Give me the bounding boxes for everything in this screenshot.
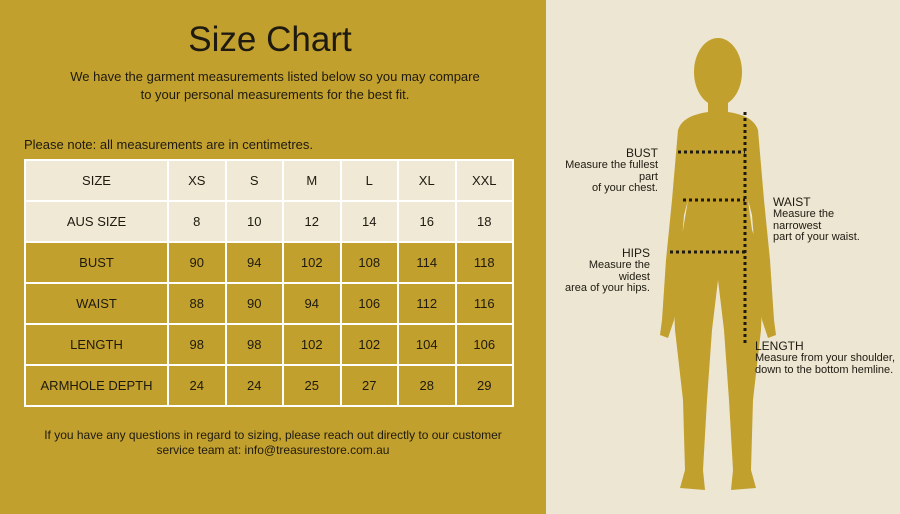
label-text: narrowest [773,219,822,232]
table-row: SIZE XS S M L XL XXL [24,159,514,202]
table-cell: 102 [282,241,342,284]
intro-line: to your personal measurements for the be… [140,87,410,102]
measure-lines [670,112,747,345]
label-text: Measure the [773,208,835,220]
table-cell: 16 [397,200,457,243]
table-cell: 98 [224,323,284,366]
table-cell: 106 [339,282,399,325]
table-cell: AUS SIZE [24,200,169,243]
table-row: LENGTH 98 98 102 102 104 106 [24,323,514,366]
table-cell: 116 [454,282,514,325]
table-cell: 12 [282,200,342,243]
table-cell: 118 [454,241,514,284]
title: Size Chart [188,20,352,59]
table-cell: 24 [167,364,227,407]
table-cell: 94 [282,282,342,325]
label-text: down to the bottom hemline. [755,363,894,376]
figure-label: BUST Measure the fullest part of your chest… [565,146,658,195]
label-text: Measure the fullest [565,159,658,171]
table-cell: 102 [339,323,399,366]
table-row: BUST 90 94 102 108 114 118 [24,241,514,284]
table-cell: 90 [224,282,284,325]
table-cell: 10 [224,200,284,243]
table-cell: BUST [24,241,169,284]
footer-line: If you have any questions in regard to s… [44,428,502,442]
table-cell: XXL [454,159,514,202]
figure-label: HIPS Measure the widest area of your hips. [565,246,650,295]
table-cell: 106 [454,323,514,366]
note: Please note: all measurements are in cen… [24,137,314,152]
label-text: Measure from your shoulder, [755,352,896,364]
table-cell: 98 [167,323,227,366]
table-cell: 29 [454,364,514,407]
table-cell: 8 [167,200,227,243]
figure-label: WAIST Measure the narrowest part of your wa… [773,195,860,244]
table-row: WAIST 88 90 94 106 112 116 [24,282,514,325]
table-cell: LENGTH [24,323,169,366]
table-cell: M [282,159,342,202]
table-cell: ARMHOLE DEPTH [24,364,169,407]
figure-label: LENGTH Measure from your shoulder, down to… [755,339,895,376]
table-cell: 108 [339,241,399,284]
table-row: AUS SIZE 8 10 12 14 16 18 [24,200,514,243]
table-cell: 14 [339,200,399,243]
table-cell: WAIST [24,282,169,325]
label-text: part [639,170,658,183]
label-text: of your chest. [591,182,658,194]
table-cell: XL [397,159,457,202]
table-cell: 102 [282,323,342,366]
footer-line: service team at: info@treasurestore.com.… [156,443,390,457]
label-text: area of your hips. [565,282,650,294]
label-name: WAIST [773,195,811,209]
table-cell: 94 [224,241,284,284]
label-name: HIPS [621,246,650,260]
table-cell: S [224,159,284,202]
label-name: LENGTH [755,339,804,353]
table-cell: XS [167,159,227,202]
label-text: widest [618,270,650,283]
table-cell: 25 [282,364,342,407]
table-cell: 104 [397,323,457,366]
table-cell: SIZE [24,159,169,202]
table-cell: 28 [397,364,457,407]
table-row: ARMHOLE DEPTH 24 24 25 27 28 29 [24,364,514,407]
table-cell: 114 [397,241,457,284]
table-cell: 90 [167,241,227,284]
table-cell: 18 [454,200,514,243]
size-table: SIZE XS S M L XL XXL AUS SIZE 8 10 12 14 16 18 BUST 90 9… [24,159,514,407]
table-cell: L [339,159,399,202]
label-text: Measure the [588,259,650,271]
intro-line: We have the garment measurements listed … [70,69,480,84]
table-cell: 112 [397,282,457,325]
table-cell: 24 [224,364,284,407]
silhouette [660,38,776,490]
label-name: BUST [625,146,658,160]
table-cell: 88 [167,282,227,325]
table-cell: 27 [339,364,399,407]
label-text: part of your waist. [773,231,860,243]
